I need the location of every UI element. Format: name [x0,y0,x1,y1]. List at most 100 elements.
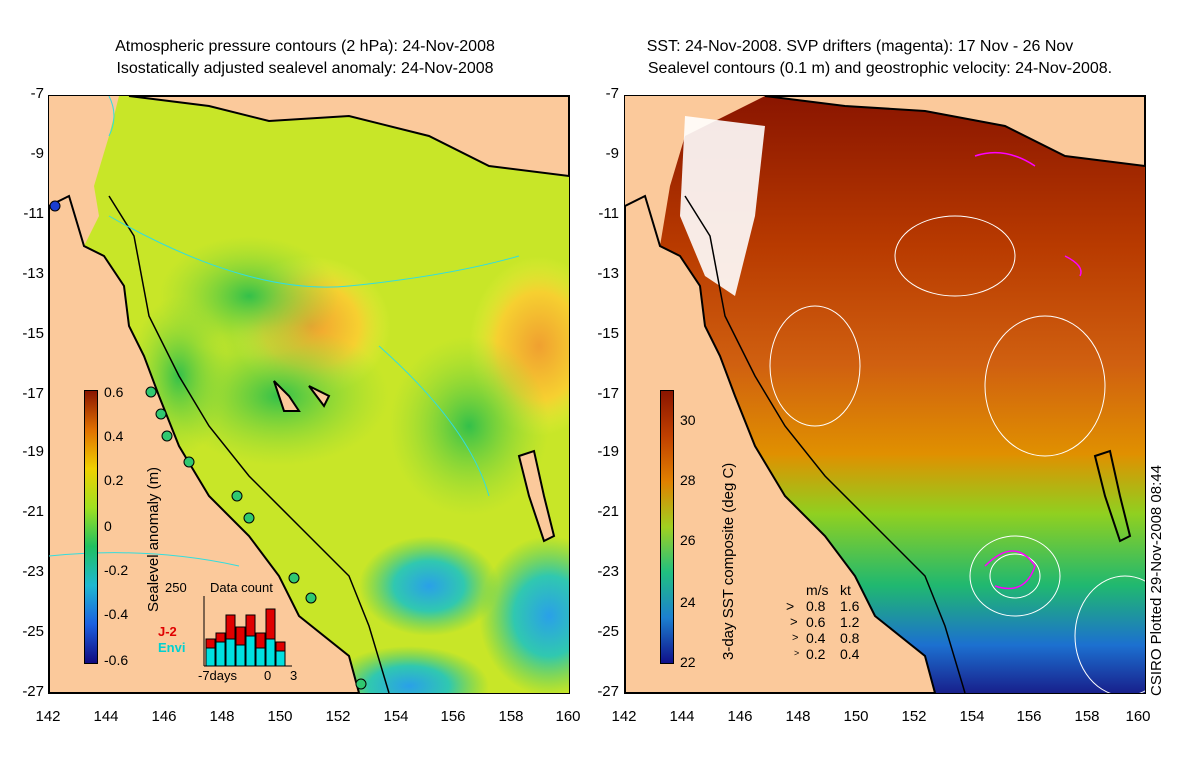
x-tick-label: 158 [1074,708,1100,725]
x-tick-label: 146 [727,708,753,725]
inset-ymax: 250 [165,580,187,595]
x-tick-label: 144 [669,708,695,725]
y-tick-label: -27 [22,683,44,700]
sst-colorbar [660,390,674,664]
left-title-line1: Atmospheric pressure contours (2 hPa): 2… [115,38,495,55]
legend-speed-kt: 1.6 [840,598,860,614]
sealevel-colorbar [84,390,98,664]
y-tick-label: -25 [22,623,44,640]
colorbar-tick: -0.4 [104,606,129,622]
bar-j2 [215,632,226,643]
y-tick-label: -17 [597,385,619,402]
y-tick-label: -19 [22,443,44,460]
x-tick-label: 148 [785,708,811,725]
data-count-bars [203,596,292,667]
legend-row: > [786,598,795,614]
y-tick-label: -13 [22,265,44,282]
y-tick-label: -21 [597,503,619,520]
bar-envi [275,650,286,667]
sst-map [624,95,1146,694]
inset-x-label: 3 [290,668,298,683]
inset-x-label: -7days [198,668,238,683]
bar-envi [205,647,216,667]
colorbar-tick: 28 [680,472,696,488]
y-tick-label: -19 [597,443,619,460]
y-tick-label: -7 [30,85,44,102]
legend-speed-ms: 0.2 [806,646,826,662]
legend-speed-ms: 0.6 [806,614,826,630]
inset-title: Data count [210,580,273,595]
x-tick-label: 144 [93,708,119,725]
y-tick-label: -23 [597,563,619,580]
bar-j2 [255,632,266,649]
legend-row: > [790,614,798,629]
left-title-line2: Isostatically adjusted sealevel anomaly:… [116,60,494,77]
legend-speed-kt: 1.2 [840,614,860,630]
bar-envi [245,635,256,667]
legend-speed-ms: 0.4 [806,630,826,646]
x-tick-label: 142 [35,708,61,725]
colorbar-tick: -0.6 [104,652,129,668]
bar-j2 [205,638,216,649]
colorbar-tick: 0.4 [104,428,124,444]
x-tick-label: 150 [267,708,293,725]
y-tick-label: -15 [597,325,619,342]
inset-x-label: 0 [264,668,272,683]
legend-speed-kt: 0.8 [840,630,860,646]
x-tick-label: 152 [901,708,927,725]
legend-row: > [792,632,799,644]
y-tick-label: -21 [22,503,44,520]
x-tick-label: 148 [209,708,235,725]
right-title-line1: SST: 24-Nov-2008. SVP drifters (magenta)… [646,38,1074,55]
colorbar-tick: 22 [680,654,696,670]
legend-speed-ms: 0.8 [806,598,826,614]
colorbar-tick: -0.2 [104,562,129,578]
colorbar-tick: 26 [680,532,696,548]
right-title-line2: Sealevel contours (0.1 m) and geostrophi… [647,60,1113,77]
bar-j2 [225,614,236,640]
y-tick-label: -25 [597,623,619,640]
x-tick-label: 150 [843,708,869,725]
y-tick-label: -11 [598,205,619,222]
colorbar-tick: 0.6 [104,384,124,400]
y-tick-label: -23 [22,563,44,580]
legend-row: > [794,648,800,658]
bar-j2 [275,641,286,652]
bar-envi [255,647,266,667]
bar-j2 [235,626,246,646]
sealevel-anomaly-map [48,95,570,694]
x-tick-label: 156 [1016,708,1042,725]
y-tick-label: -7 [605,85,619,102]
y-tick-label: -9 [30,145,44,162]
x-tick-label: 146 [151,708,177,725]
colorbar-tick: 24 [680,594,696,610]
x-tick-label: 154 [959,708,985,725]
y-tick-label: -11 [23,205,44,222]
bar-envi [215,641,226,667]
legend-header-kt: kt [840,582,851,598]
y-tick-label: -13 [597,265,619,282]
bar-j2 [245,614,256,637]
colorbar-label: Sealevel anomaly (m) [145,466,162,612]
x-tick-label: 142 [611,708,637,725]
colorbar-label: 3-day SST composite (deg C) [720,462,737,660]
plot-credit: CSIRO Plotted 29-Nov-2008 08:44 [1148,465,1165,696]
y-tick-label: -17 [22,385,44,402]
x-tick-label: 154 [383,708,409,725]
bar-envi [265,638,276,667]
x-tick-label: 160 [1125,708,1151,725]
x-tick-label: 160 [555,708,581,725]
x-tick-label: 158 [498,708,524,725]
y-tick-label: -27 [597,683,619,700]
colorbar-tick: 30 [680,412,696,428]
y-tick-label: -15 [22,325,44,342]
legend-header-ms: m/s [806,582,829,598]
bar-j2 [265,608,276,640]
bar-envi [235,644,246,667]
y-tick-label: -9 [605,145,619,162]
legend-j2: J-2 [158,624,177,639]
legend-speed-kt: 0.4 [840,646,860,662]
colorbar-tick: 0.2 [104,472,124,488]
bar-envi [225,638,236,667]
legend-envi: Envi [158,640,186,655]
